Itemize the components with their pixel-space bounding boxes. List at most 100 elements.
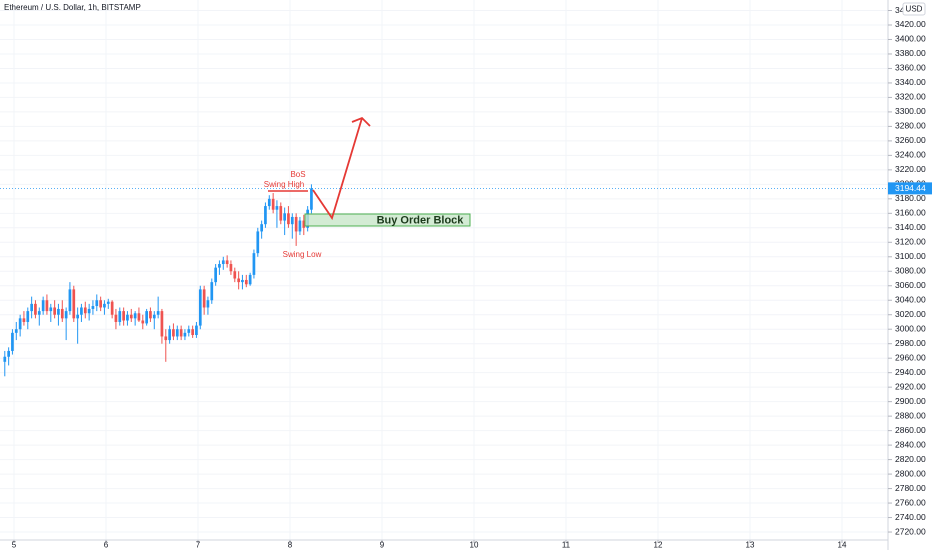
y-tick-label: 3140.00: [895, 222, 926, 232]
candle-body: [14, 329, 18, 333]
x-tick-label: 11: [562, 541, 571, 550]
y-tick-label: 3060.00: [895, 280, 926, 290]
candle-body: [26, 311, 30, 322]
candle-body: [37, 311, 41, 315]
last-price-box: [888, 182, 932, 195]
candle-body: [218, 264, 221, 268]
candle-body: [3, 356, 7, 362]
y-tick-label: 3260.00: [895, 135, 926, 145]
candle-body: [225, 260, 229, 265]
swing-low-label: Swing Low: [283, 250, 322, 259]
y-tick-label: 3120.00: [895, 237, 926, 247]
candle-body: [244, 279, 248, 285]
x-tick-label: 7: [196, 541, 201, 550]
arrow-head: [351, 116, 371, 127]
y-tick-label: 2820.00: [895, 454, 926, 464]
candle-body: [252, 253, 256, 275]
grid: [0, 0, 888, 540]
candle-body: [68, 289, 72, 312]
swing-high-label: Swing High: [264, 180, 304, 189]
candle-body: [57, 308, 60, 315]
candle-body: [294, 216, 298, 232]
candle-body: [137, 313, 141, 321]
candle-body: [191, 329, 195, 336]
candle-body: [22, 318, 26, 322]
candle-body: [241, 279, 244, 283]
y-tick-label: 3220.00: [895, 164, 926, 174]
candle-body: [30, 303, 34, 312]
x-tick-label: 10: [470, 541, 479, 550]
candle-body: [187, 329, 191, 333]
candle-body: [264, 206, 267, 225]
candle-body: [287, 213, 290, 225]
y-tick-label: 3240.00: [895, 150, 926, 160]
candle-body: [283, 213, 287, 221]
y-tick-label: 2880.00: [895, 410, 926, 420]
last-price-label: 3194.44: [895, 183, 926, 193]
candle-body: [118, 311, 122, 322]
candle-body: [11, 332, 14, 351]
y-tick-label: 3280.00: [895, 121, 926, 131]
candle-body: [141, 320, 145, 324]
y-tick-label: 2720.00: [895, 526, 926, 536]
candle-body: [271, 198, 275, 210]
x-tick-label: 5: [12, 541, 17, 550]
y-tick-label: 3000.00: [895, 323, 926, 333]
candle-body: [45, 300, 49, 312]
candle-body: [210, 282, 214, 301]
candle-body: [310, 188, 313, 210]
candle-body: [175, 329, 179, 337]
y-tick-label: 2840.00: [895, 439, 926, 449]
candle-body: [256, 231, 260, 254]
candle-body: [298, 220, 302, 232]
y-tick-label: 3040.00: [895, 294, 926, 304]
chart-title: Ethereum / U.S. Dollar, 1h, BITSTAMP: [4, 3, 141, 12]
candle-body: [160, 311, 164, 337]
candle-body: [233, 271, 237, 279]
candle-body: [18, 318, 22, 330]
candle-body: [76, 314, 80, 319]
candle-body: [83, 307, 87, 314]
candle-body: [99, 300, 103, 308]
candle-body: [106, 301, 110, 304]
candle-body: [49, 307, 53, 312]
projection-arrow: [312, 117, 363, 221]
y-tick-label: 3420.00: [895, 19, 926, 29]
y-tick-label: 3400.00: [895, 34, 926, 44]
y-tick-label: 2740.00: [895, 512, 926, 522]
x-tick-label: 6: [104, 541, 109, 550]
candles: [0, 184, 888, 377]
y-tick-label: 3020.00: [895, 309, 926, 319]
order-block-box: [304, 213, 471, 227]
candle-body: [279, 206, 283, 221]
candle-body: [237, 278, 241, 283]
candle-body: [275, 206, 279, 210]
candle-body: [87, 308, 91, 314]
y-tick-label: 2860.00: [895, 425, 926, 435]
y-tick-label: 3080.00: [895, 266, 926, 276]
candle-body: [290, 216, 294, 225]
candle-body: [229, 264, 233, 272]
candle-body: [206, 300, 210, 308]
currency-label: USD: [906, 5, 923, 14]
candle-body: [195, 325, 198, 336]
candle-body: [122, 311, 126, 321]
candle-body: [133, 313, 137, 319]
candle-body: [91, 306, 95, 309]
candle-body: [156, 311, 160, 315]
y-tick-label: 3160.00: [895, 208, 926, 218]
candle-body: [53, 307, 57, 315]
x-tick-label: 9: [380, 541, 385, 550]
candle-body: [145, 311, 149, 324]
candle-body: [221, 260, 225, 265]
candle-body: [260, 224, 264, 232]
candle-body: [149, 311, 152, 319]
candle-body: [95, 300, 99, 307]
axes: 2720.00 2740.00 2760.00 2780.00 2800.00 2820.…: [12, 5, 932, 550]
candle-body: [202, 289, 206, 308]
bos-label: BoS: [290, 170, 305, 179]
y-tick-label: 3320.00: [895, 92, 926, 102]
x-tick-label: 13: [746, 541, 755, 550]
